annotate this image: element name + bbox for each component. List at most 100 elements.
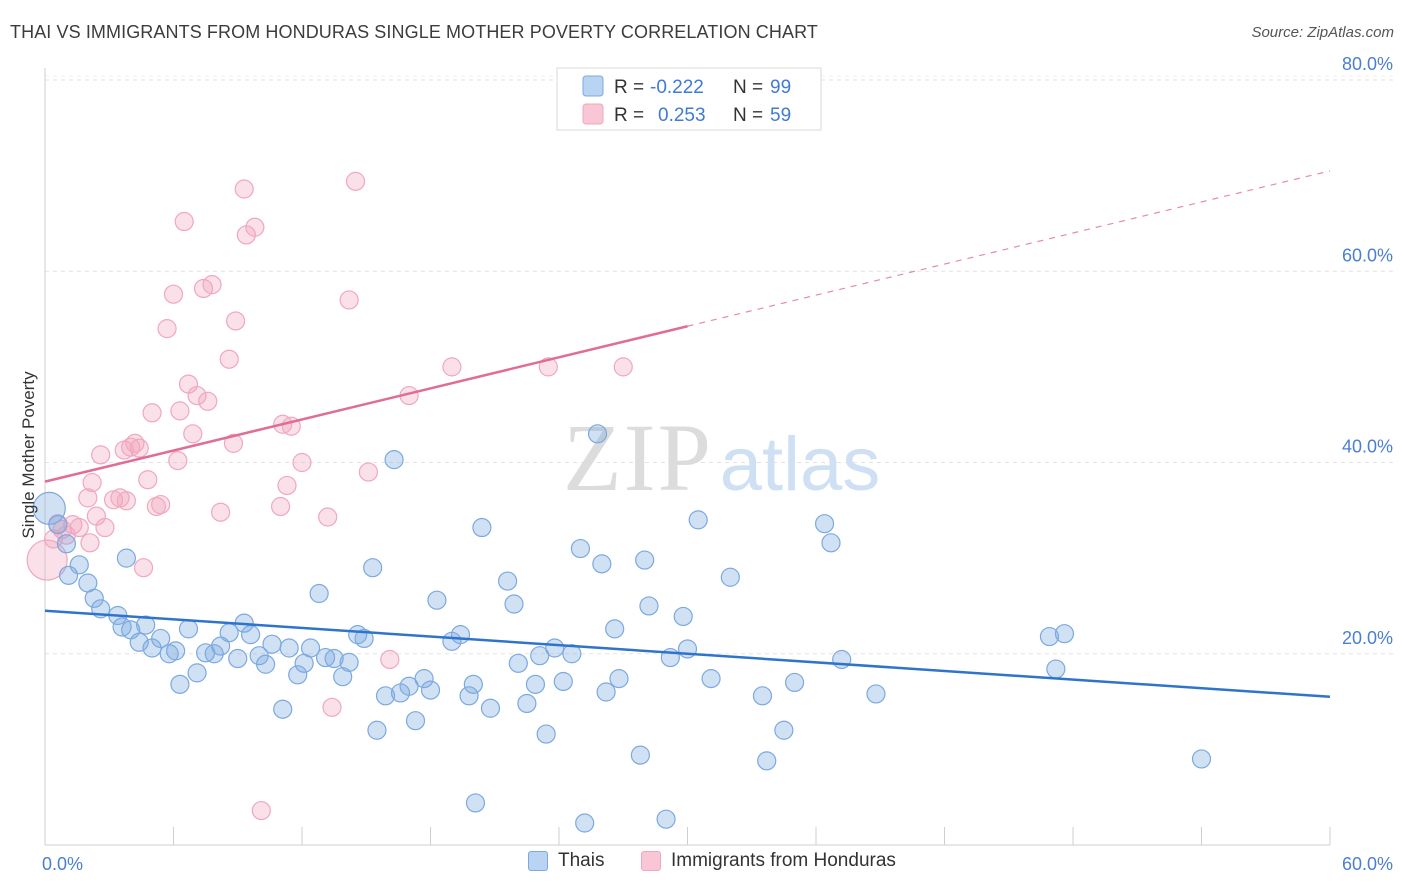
point-thais bbox=[414, 669, 434, 689]
point-thais bbox=[720, 567, 740, 587]
watermark-atlas: atlas bbox=[720, 422, 881, 507]
point-thais bbox=[536, 724, 556, 744]
point-honduras bbox=[69, 517, 89, 538]
point-thais bbox=[420, 680, 441, 700]
point-thais bbox=[701, 669, 721, 689]
legend-r-label-honduras: R = bbox=[614, 105, 644, 126]
x-tick-label: 60.0% bbox=[1342, 854, 1393, 874]
point-honduras bbox=[129, 438, 149, 458]
source-label: Source: ZipAtlas.com bbox=[1251, 24, 1394, 41]
point-thais bbox=[757, 751, 777, 771]
point-thais bbox=[587, 424, 608, 444]
point-thais bbox=[241, 625, 261, 645]
point-honduras bbox=[198, 391, 218, 411]
point-thais bbox=[498, 571, 518, 591]
point-thais bbox=[84, 588, 104, 608]
point-thais bbox=[170, 674, 190, 694]
point-thais bbox=[774, 720, 794, 740]
point-thais bbox=[354, 628, 374, 649]
point-honduras bbox=[318, 507, 338, 527]
point-honduras bbox=[277, 475, 297, 496]
point-honduras bbox=[151, 494, 171, 515]
point-thais bbox=[228, 648, 248, 669]
point-thais bbox=[367, 720, 387, 740]
point-thais bbox=[262, 634, 282, 654]
x-tick-labels: 0.0% 60.0% bbox=[42, 854, 1393, 874]
point-honduras bbox=[292, 452, 312, 473]
point-honduras bbox=[142, 403, 162, 423]
point-thais bbox=[1191, 749, 1212, 769]
trend-line-thais bbox=[44, 609, 1331, 699]
point-honduras bbox=[339, 290, 359, 310]
legend-swatch-thais bbox=[528, 851, 548, 871]
point-thais bbox=[48, 515, 68, 535]
series-honduras-points bbox=[26, 171, 633, 821]
point-honduras bbox=[82, 472, 102, 493]
legend-n-value-thais: 99 bbox=[770, 77, 791, 98]
y-axis-label: Single Mother Poverty bbox=[19, 371, 38, 539]
point-thais bbox=[570, 538, 591, 559]
point-thais bbox=[656, 809, 676, 829]
point-thais bbox=[605, 619, 625, 639]
point-thais bbox=[288, 665, 308, 685]
point-thais bbox=[635, 550, 655, 570]
point-thais bbox=[463, 674, 483, 694]
point-thais bbox=[363, 558, 383, 578]
point-honduras bbox=[163, 284, 184, 304]
point-honduras bbox=[234, 179, 254, 199]
point-thais bbox=[592, 554, 612, 574]
legend-label-honduras: Immigrants from Honduras bbox=[671, 850, 896, 871]
axes bbox=[44, 68, 1331, 846]
point-honduras bbox=[133, 558, 154, 578]
point-honduras bbox=[174, 211, 194, 232]
legend-r-value-thais: -0.222 bbox=[650, 77, 704, 98]
point-thais bbox=[450, 625, 471, 645]
point-honduras bbox=[245, 217, 265, 237]
point-thais bbox=[575, 813, 595, 833]
point-thais bbox=[151, 628, 171, 649]
point-thais bbox=[279, 638, 299, 658]
point-thais bbox=[508, 653, 528, 673]
point-honduras bbox=[358, 462, 378, 482]
point-honduras bbox=[187, 385, 207, 406]
point-honduras bbox=[380, 649, 400, 670]
point-thais bbox=[211, 636, 231, 656]
legend-item-honduras: Immigrants from Honduras bbox=[641, 850, 896, 872]
point-thais bbox=[339, 652, 359, 672]
point-honduras bbox=[138, 470, 158, 490]
x-tick-label: 0.0% bbox=[42, 854, 83, 874]
point-thais bbox=[136, 615, 156, 635]
point-thais bbox=[399, 676, 419, 696]
point-thais bbox=[545, 638, 565, 658]
point-thais bbox=[187, 663, 207, 683]
point-thais bbox=[752, 686, 773, 706]
point-honduras bbox=[270, 496, 291, 517]
y-tick-label: 60.0% bbox=[1342, 245, 1393, 265]
point-honduras bbox=[322, 697, 342, 717]
trend-lines bbox=[44, 170, 1331, 699]
point-thais bbox=[375, 686, 396, 706]
point-thais bbox=[333, 667, 353, 687]
point-thais bbox=[255, 654, 276, 674]
point-honduras bbox=[157, 319, 177, 339]
point-thais bbox=[814, 514, 835, 534]
point-thais bbox=[821, 533, 841, 553]
point-honduras bbox=[226, 311, 246, 331]
point-honduras bbox=[91, 445, 111, 465]
point-thais bbox=[1054, 624, 1075, 644]
y-tick-labels: 20.0% 40.0% 60.0% 80.0% bbox=[1342, 54, 1393, 648]
point-thais bbox=[517, 693, 537, 714]
point-thais bbox=[562, 644, 582, 664]
legend-r-label-thais: R = bbox=[614, 77, 644, 98]
point-thais bbox=[309, 583, 329, 604]
series-thais-points bbox=[32, 424, 1212, 833]
point-thais bbox=[465, 793, 486, 813]
point-thais bbox=[673, 606, 693, 627]
y-tick-label: 40.0% bbox=[1342, 437, 1393, 457]
legend-r-value-honduras: 0.253 bbox=[658, 105, 706, 126]
trend-line-honduras-extension bbox=[687, 170, 1331, 327]
point-thais bbox=[639, 596, 659, 616]
point-thais bbox=[1039, 626, 1060, 647]
point-honduras bbox=[211, 502, 231, 522]
point-honduras bbox=[202, 275, 222, 295]
